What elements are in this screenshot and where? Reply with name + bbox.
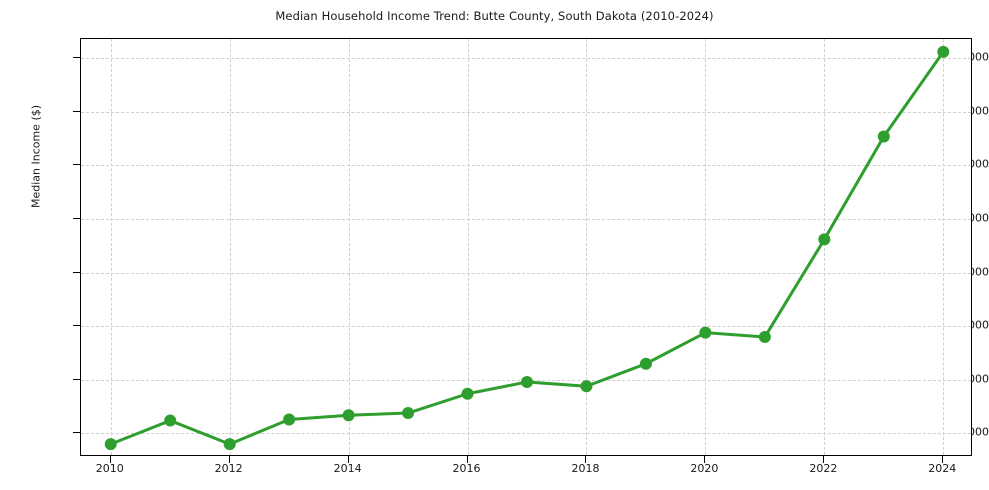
data-point-marker (758, 330, 771, 343)
data-point-marker (164, 414, 177, 427)
x-axis-tick-mark (823, 456, 825, 463)
x-axis-tick-mark (347, 456, 349, 463)
gridline-vertical (586, 39, 588, 455)
gridline-vertical (348, 39, 350, 455)
gridline-horizontal (81, 433, 971, 435)
data-point-marker (699, 326, 712, 339)
y-axis-tick-mark (73, 325, 80, 327)
data-point-marker (402, 407, 415, 420)
data-point-marker (877, 130, 890, 143)
gridline-horizontal (81, 272, 971, 274)
x-axis-tick-mark (109, 456, 111, 463)
chart-title: Median Household Income Trend: Butte Cou… (275, 9, 714, 23)
y-axis-tick-mark (73, 164, 80, 166)
x-axis-tick-mark (704, 456, 706, 463)
y-axis-tick-mark (73, 271, 80, 273)
y-axis-label: Median Income ($) (29, 104, 43, 209)
gridline-vertical (943, 39, 945, 455)
y-axis-tick-mark (73, 432, 80, 434)
gridline-vertical (705, 39, 707, 455)
gridline-horizontal (81, 219, 971, 221)
x-axis-tick-mark (228, 456, 230, 463)
series-markers (104, 45, 950, 451)
gridline-horizontal (81, 326, 971, 328)
y-axis-tick-mark (73, 57, 80, 59)
plot-area (80, 38, 972, 456)
x-axis-tick-mark (942, 456, 944, 463)
x-axis-tick-label: 2018 (571, 462, 600, 475)
x-axis-tick-label: 2014 (333, 462, 362, 475)
x-axis-tick-label: 2020 (690, 462, 719, 475)
x-axis-tick-label: 2022 (809, 462, 838, 475)
x-axis-tick-mark (585, 456, 587, 463)
x-axis-tick-label: 2016 (452, 462, 481, 475)
x-axis-tick-mark (466, 456, 468, 463)
data-point-marker (223, 438, 236, 451)
y-axis-tick-mark (73, 110, 80, 112)
gridline-vertical (229, 39, 231, 455)
data-point-marker (937, 45, 950, 58)
data-point-marker (639, 357, 652, 370)
gridline-horizontal (81, 58, 971, 60)
gridline-vertical (467, 39, 469, 455)
data-point-marker (461, 387, 474, 400)
data-point-marker (818, 233, 831, 246)
x-axis-tick-label: 2012 (214, 462, 243, 475)
line-series (104, 45, 950, 451)
x-axis-tick-label: 2010 (95, 462, 124, 475)
y-axis-tick-mark (73, 218, 80, 220)
gridline-vertical (110, 39, 112, 455)
data-point-marker (104, 438, 117, 451)
gridline-horizontal (81, 165, 971, 167)
data-point-marker (283, 413, 296, 426)
data-point-marker (521, 375, 533, 388)
gridline-vertical (824, 39, 826, 455)
x-axis-tick-label: 2024 (928, 462, 957, 475)
y-axis-tick-mark (73, 378, 80, 380)
data-point-marker (342, 409, 355, 422)
data-point-marker (580, 380, 593, 393)
gridline-horizontal (81, 111, 971, 113)
